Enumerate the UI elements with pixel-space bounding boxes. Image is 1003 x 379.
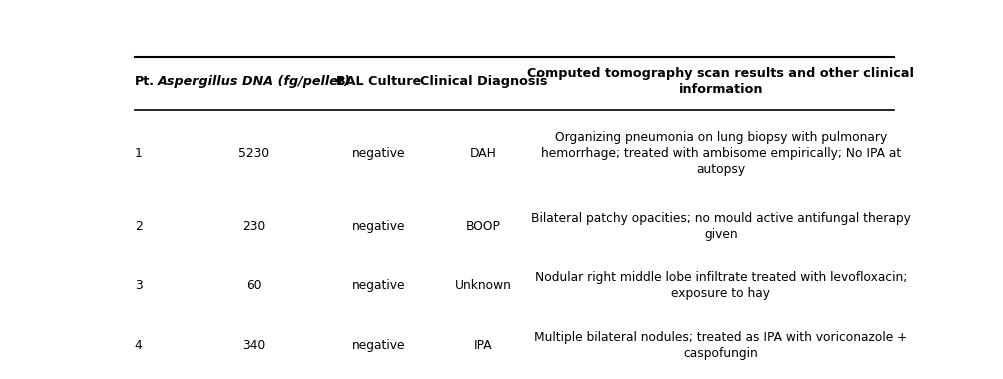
- Text: BOOP: BOOP: [465, 219, 500, 233]
- Text: 3: 3: [134, 279, 142, 292]
- Text: negative: negative: [351, 339, 405, 352]
- Text: negative: negative: [351, 147, 405, 160]
- Text: 340: 340: [242, 339, 265, 352]
- Text: Unknown: Unknown: [454, 279, 512, 292]
- Text: 2: 2: [134, 219, 142, 233]
- Text: Clinical Diagnosis: Clinical Diagnosis: [419, 75, 547, 88]
- Text: 1: 1: [134, 147, 142, 160]
- Text: Pt.: Pt.: [134, 75, 154, 88]
- Text: BAL Culture: BAL Culture: [335, 75, 420, 88]
- Text: 4: 4: [134, 339, 142, 352]
- Text: Multiple bilateral nodules; treated as IPA with voriconazole +
caspofungin: Multiple bilateral nodules; treated as I…: [534, 331, 907, 360]
- Text: DAH: DAH: [469, 147, 496, 160]
- Text: Aspergillus DNA (fg/pellet): Aspergillus DNA (fg/pellet): [157, 75, 350, 88]
- Text: 5230: 5230: [238, 147, 269, 160]
- Text: Computed tomography scan results and other clinical
information: Computed tomography scan results and oth…: [527, 67, 914, 97]
- Text: Bilateral patchy opacities; no mould active antifungal therapy
given: Bilateral patchy opacities; no mould act…: [531, 211, 910, 241]
- Text: negative: negative: [351, 279, 405, 292]
- Text: IPA: IPA: [473, 339, 492, 352]
- Text: Nodular right middle lobe infiltrate treated with levofloxacin;
exposure to hay: Nodular right middle lobe infiltrate tre…: [534, 271, 906, 300]
- Text: negative: negative: [351, 219, 405, 233]
- Text: 230: 230: [242, 219, 265, 233]
- Text: 60: 60: [246, 279, 262, 292]
- Text: Organizing pneumonia on lung biopsy with pulmonary
hemorrhage; treated with ambi: Organizing pneumonia on lung biopsy with…: [540, 130, 900, 175]
